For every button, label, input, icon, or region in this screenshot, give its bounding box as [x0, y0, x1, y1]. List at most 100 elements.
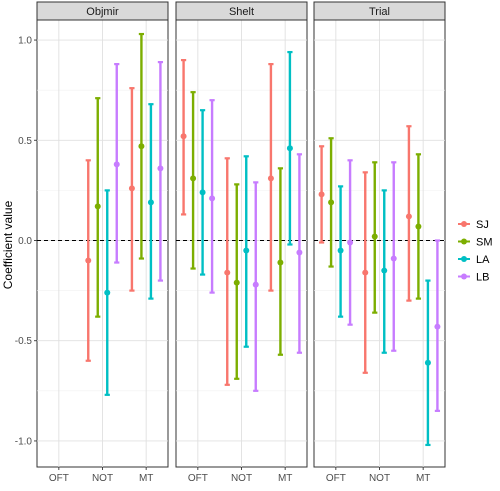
estimate-point	[138, 143, 145, 150]
estimate-point	[104, 289, 111, 296]
errorbar-shelt-not-lb	[252, 181, 259, 392]
errorbar-shelt-oft-lb	[209, 99, 216, 294]
errorbar-shelt-oft-la	[199, 109, 206, 276]
errorbar-trial-oft-sm	[328, 137, 335, 268]
errorbar-shelt-oft-sm	[190, 91, 197, 270]
estimate-point	[362, 269, 369, 276]
errorbar-shelt-not-sj	[224, 157, 231, 386]
facet-strip-label: Shelt	[229, 6, 254, 18]
x-tick-label: OFT	[188, 473, 208, 484]
estimate-point	[390, 255, 397, 262]
estimate-point	[113, 161, 120, 168]
x-tick-label: NOT	[231, 473, 252, 484]
errorbar-trial-not-sj	[362, 171, 369, 374]
estimate-point	[128, 185, 135, 192]
legend-label: SJ	[476, 219, 489, 231]
panel-objmir: Objmir OFT NOT MT	[36, 1, 169, 484]
errorbar-trial-mt-sm	[415, 153, 422, 300]
errorbar-objmir-mt-lb	[157, 60, 164, 282]
estimate-point	[424, 359, 431, 366]
estimate-point	[157, 165, 164, 172]
errorbar-shelt-mt-sj	[267, 62, 274, 292]
facet-strip-label: Trial	[369, 6, 390, 18]
estimate-point	[199, 189, 206, 196]
x-tick-label: OFT	[326, 473, 346, 484]
errorbar-trial-mt-sj	[405, 125, 412, 302]
facet-panels: Objmir OFT NOT MT Shelt OFT NOT MT Trial OFT NOT MT…	[15, 1, 446, 484]
errorbar-shelt-not-la	[243, 155, 250, 348]
legend-label: SM	[476, 237, 493, 249]
errorbar-trial-not-la	[381, 189, 388, 354]
estimate-point	[267, 175, 274, 182]
estimate-point	[209, 195, 216, 202]
facet-strip	[36, 1, 169, 21]
y-tick-label: -1.0	[15, 436, 33, 447]
legend-item-sj: SJ	[458, 219, 489, 231]
estimate-point	[243, 247, 250, 254]
estimate-point	[224, 269, 231, 276]
errorbar-trial-mt-lb	[434, 239, 441, 412]
errorbar-trial-mt-la	[424, 279, 431, 447]
errorbar-trial-oft-la	[337, 185, 344, 318]
y-tick-label: -0.5	[15, 336, 33, 347]
legend-key-point	[461, 238, 467, 245]
errorbar-objmir-mt-sm	[138, 32, 145, 260]
estimate-point	[286, 145, 293, 152]
x-tick-label: MT	[278, 473, 292, 484]
legend-item-lb: LB	[458, 272, 489, 284]
x-tick-label: NOT	[369, 473, 390, 484]
y-tick-label: 0.5	[18, 136, 32, 147]
estimate-point	[252, 281, 259, 288]
estimate-point	[190, 175, 197, 182]
estimate-point	[337, 247, 344, 254]
errorbar-trial-not-lb	[390, 161, 397, 352]
errorbar-shelt-mt-sm	[277, 167, 284, 356]
panel-trial: Trial OFT NOT MT	[313, 1, 446, 484]
estimate-point	[94, 203, 101, 210]
estimate-point	[233, 279, 240, 286]
legend-label: LA	[476, 254, 490, 266]
y-axis: 1.0 0.5 0.0 -0.5 -1.0	[15, 36, 37, 447]
x-tick-label: MT	[139, 473, 153, 484]
legend: SJ SM LA LB	[458, 219, 493, 284]
y-tick-label: 0.0	[18, 236, 32, 247]
facet-strip	[313, 1, 446, 21]
errorbar-shelt-oft-sj	[180, 58, 187, 216]
errorbar-trial-oft-lb	[347, 159, 354, 326]
errorbar-trial-oft-sj	[318, 145, 325, 244]
legend-label: LB	[476, 272, 489, 284]
x-tick-label: OFT	[49, 473, 69, 484]
estimate-point	[347, 239, 354, 246]
estimate-point	[328, 199, 335, 206]
estimate-point	[381, 267, 388, 274]
facet-strip-label: Objmir	[86, 6, 119, 18]
errorbar-shelt-mt-lb	[296, 153, 303, 354]
estimate-point	[434, 323, 441, 330]
errorbar-objmir-mt-la	[147, 103, 154, 300]
errorbar-objmir-not-sj	[85, 159, 92, 362]
estimate-point	[318, 191, 325, 198]
y-tick-label: 1.0	[18, 36, 32, 47]
legend-key-point	[461, 221, 467, 227]
legend-item-sm: SM	[458, 237, 493, 249]
estimate-point	[415, 223, 422, 230]
errorbar-trial-not-sm	[371, 161, 378, 314]
errorbar-objmir-not-sm	[94, 97, 101, 318]
estimate-point	[371, 233, 378, 240]
errorbar-objmir-not-la	[104, 189, 111, 396]
x-tick-label: NOT	[92, 473, 113, 484]
errorbar-objmir-not-lb	[113, 62, 120, 264]
errorbar-shelt-mt-la	[286, 50, 293, 246]
x-tick-label: MT	[416, 473, 430, 484]
panel-shelt: Shelt OFT NOT MT	[175, 1, 308, 484]
estimate-point	[180, 133, 187, 140]
estimate-point	[405, 213, 412, 220]
estimate-point	[85, 257, 92, 264]
legend-key-point	[461, 273, 467, 280]
estimate-point	[277, 259, 284, 266]
errorbar-shelt-not-sm	[233, 183, 240, 380]
errorbar-objmir-mt-sj	[128, 87, 135, 292]
legend-key-point	[461, 256, 467, 262]
legend-item-la: LA	[458, 254, 490, 266]
